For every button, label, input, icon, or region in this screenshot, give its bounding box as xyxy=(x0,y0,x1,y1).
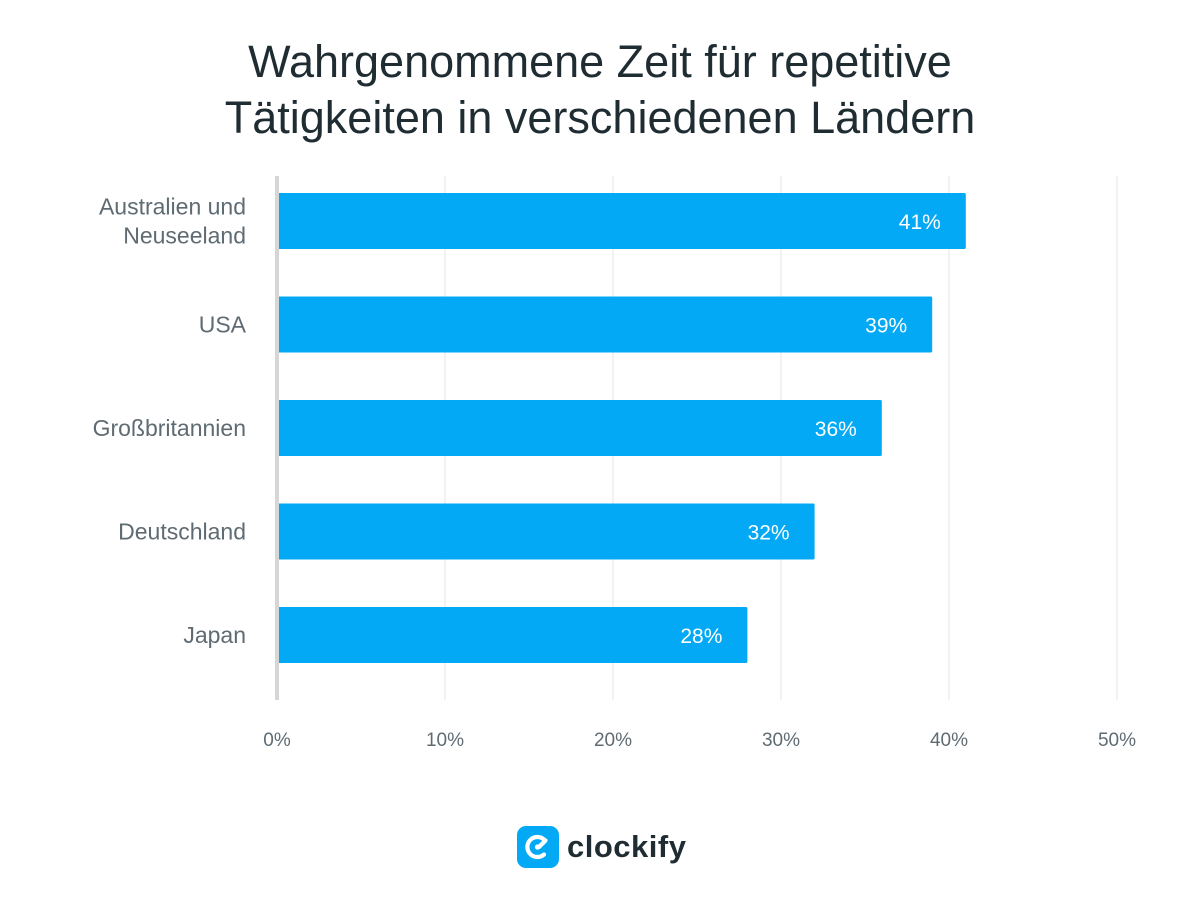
bar-3 xyxy=(277,503,815,560)
bar-4 xyxy=(277,607,748,663)
value-label-1: 39% xyxy=(865,315,907,338)
category-label-line: Großbritannien xyxy=(93,415,246,441)
value-label-4: 28% xyxy=(680,625,722,648)
category-label-line: Neuseeland xyxy=(123,223,246,249)
value-label-2: 36% xyxy=(815,418,857,441)
x-tick-label-5: 50% xyxy=(1098,730,1136,751)
bar-0 xyxy=(277,193,966,249)
category-label-line: Australien und xyxy=(99,194,246,220)
category-label-4: Japan xyxy=(183,622,246,648)
category-label-line: Japan xyxy=(183,622,246,648)
bar-2 xyxy=(277,400,882,456)
x-tick-label-1: 10% xyxy=(426,730,464,751)
logo-text: clockify xyxy=(567,828,687,864)
x-tick-label-3: 30% xyxy=(762,730,800,751)
clockify-logo: clockify xyxy=(517,825,686,868)
chart-title-line-2: Tätigkeiten in verschiedenen Ländern xyxy=(224,92,976,143)
category-label-line: Deutschland xyxy=(118,519,246,545)
bar-1 xyxy=(277,296,933,353)
chart-title-line-1: Wahrgenommene Zeit für repetitive xyxy=(248,36,952,87)
value-label-3: 32% xyxy=(748,522,790,545)
bar-chart: 41% Australien und Neuseeland 39% USA 36% Groß… xyxy=(93,176,1136,751)
category-label-3: Deutschland xyxy=(118,519,246,545)
category-label-0: Australien und Neuseeland xyxy=(99,194,246,249)
x-tick-label-2: 20% xyxy=(594,730,632,751)
chart-title: Wahrgenommene Zeit für repetitive Tätigk… xyxy=(0,34,1200,146)
category-label-line: USA xyxy=(199,312,247,338)
x-tick-label-4: 40% xyxy=(930,730,968,751)
category-label-1: USA xyxy=(199,312,247,338)
category-label-2: Großbritannien xyxy=(93,415,246,441)
clockify-logo-icon xyxy=(517,825,559,868)
value-label-0: 41% xyxy=(899,211,941,234)
x-tick-label-0: 0% xyxy=(263,730,291,751)
